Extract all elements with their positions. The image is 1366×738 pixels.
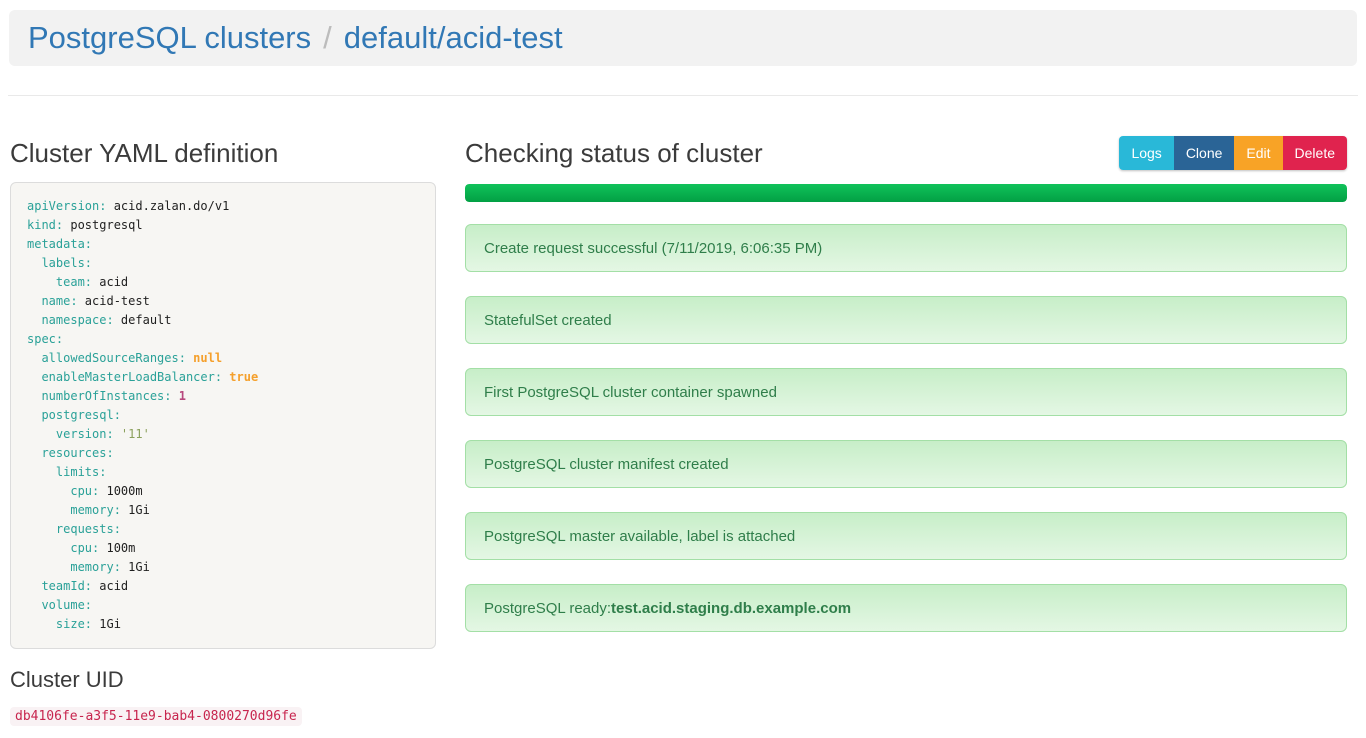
yaml-line: version: '11' bbox=[27, 427, 150, 441]
status-message: PostgreSQL ready: test.acid.staging.db.e… bbox=[465, 584, 1347, 632]
yaml-line: labels: bbox=[27, 256, 93, 270]
yaml-line: metadata: bbox=[27, 237, 93, 251]
status-message-list: Create request successful (7/11/2019, 6:… bbox=[465, 224, 1347, 632]
clone-button[interactable]: Clone bbox=[1173, 136, 1235, 170]
yaml-line: teamId: acid bbox=[27, 579, 129, 593]
status-message-hostname: test.acid.staging.db.example.com bbox=[611, 599, 852, 617]
uid-section-title: Cluster UID bbox=[10, 667, 124, 692]
yaml-line: limits: bbox=[27, 465, 107, 479]
status-message: StatefulSet created bbox=[465, 296, 1347, 344]
yaml-line: numberOfInstances: 1 bbox=[27, 389, 186, 403]
yaml-line: cpu: 100m bbox=[27, 541, 136, 555]
yaml-line: namespace: default bbox=[27, 313, 172, 327]
yaml-line: spec: bbox=[27, 332, 64, 346]
breadcrumb-separator: / bbox=[323, 20, 332, 55]
cluster-uid-value: db4106fe-a3f5-11e9-bab4-0800270d96fe bbox=[10, 707, 302, 726]
yaml-line: allowedSourceRanges: null bbox=[27, 351, 223, 365]
yaml-definition-code: apiVersion: acid.zalan.do/v1 kind: postgr… bbox=[10, 182, 436, 649]
breadcrumb-root-link[interactable]: PostgreSQL clusters bbox=[28, 20, 312, 55]
yaml-line: kind: postgresql bbox=[27, 218, 143, 232]
logs-button[interactable]: Logs bbox=[1119, 136, 1174, 170]
yaml-line: volume: bbox=[27, 598, 93, 612]
status-message: PostgreSQL cluster manifest created bbox=[465, 440, 1347, 488]
status-progress-bar bbox=[465, 184, 1347, 202]
cluster-action-buttons: Logs Clone Edit Delete bbox=[1119, 136, 1347, 170]
yaml-line: cpu: 1000m bbox=[27, 484, 143, 498]
yaml-line: requests: bbox=[27, 522, 121, 536]
yaml-line: resources: bbox=[27, 446, 114, 460]
yaml-line: apiVersion: acid.zalan.do/v1 bbox=[27, 199, 230, 213]
status-panel: Checking status of cluster Logs Clone Edit… bbox=[465, 136, 1347, 656]
status-section-title: Checking status of cluster bbox=[465, 138, 763, 168]
yaml-line: team: acid bbox=[27, 275, 129, 289]
yaml-panel: Cluster YAML definition apiVersion: acid… bbox=[10, 136, 436, 726]
edit-button[interactable]: Edit bbox=[1234, 136, 1283, 170]
breadcrumb-current-link[interactable]: default/acid-test bbox=[343, 20, 563, 55]
yaml-line: size: 1Gi bbox=[27, 617, 121, 631]
yaml-section-title: Cluster YAML definition bbox=[10, 138, 279, 168]
page-header: PostgreSQL clusters / default/acid-test bbox=[9, 10, 1357, 66]
header-divider bbox=[8, 95, 1358, 96]
status-message: First PostgreSQL cluster container spawn… bbox=[465, 368, 1347, 416]
delete-button[interactable]: Delete bbox=[1282, 136, 1347, 170]
status-message: PostgreSQL master available, label is at… bbox=[465, 512, 1347, 560]
status-message: Create request successful (7/11/2019, 6:… bbox=[465, 224, 1347, 272]
yaml-line: name: acid-test bbox=[27, 294, 150, 308]
yaml-line: memory: 1Gi bbox=[27, 560, 150, 574]
yaml-line: memory: 1Gi bbox=[27, 503, 150, 517]
yaml-line: enableMasterLoadBalancer: true bbox=[27, 370, 259, 384]
yaml-line: postgresql: bbox=[27, 408, 121, 422]
status-progress-track bbox=[465, 184, 1347, 202]
